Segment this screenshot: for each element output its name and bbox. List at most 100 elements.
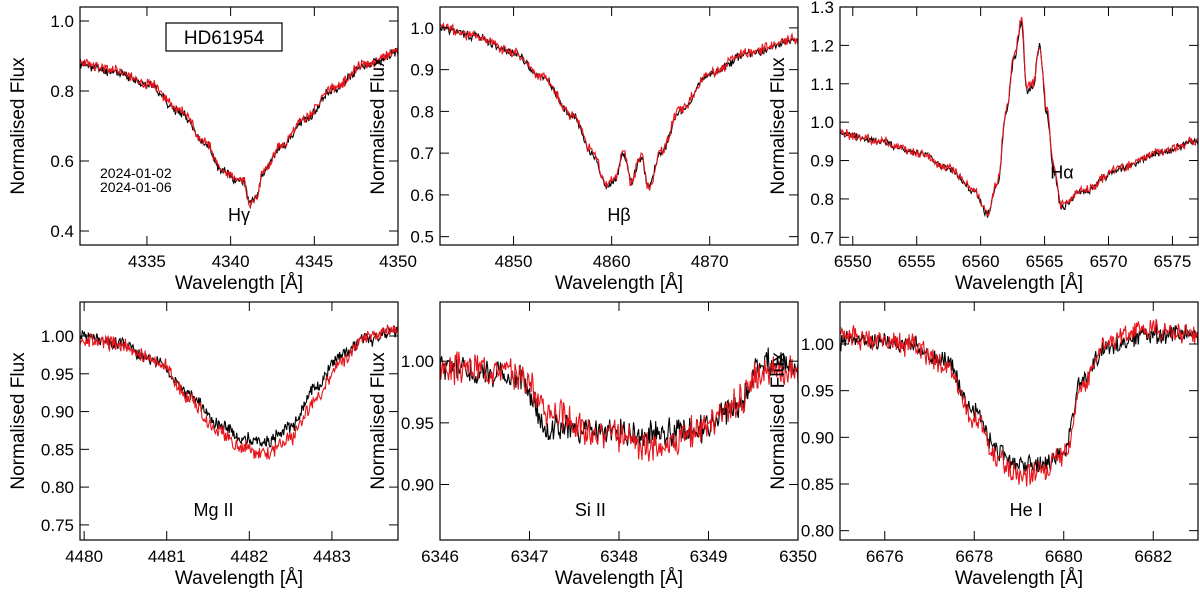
y-tick-label: 0.95 xyxy=(41,365,74,384)
x-tick-label: 4335 xyxy=(128,252,166,271)
y-tick-label: 0.80 xyxy=(801,522,834,541)
spectra xyxy=(80,323,398,460)
y-tick-label: 1.00 xyxy=(41,327,74,346)
star-label-box xyxy=(165,22,283,52)
spectrum-2024-01-06 xyxy=(80,47,398,209)
y-tick-label: 0.95 xyxy=(801,382,834,401)
spectrum-2024-01-02 xyxy=(840,324,1198,474)
x-tick-label: 6555 xyxy=(898,252,936,271)
x-axis-label: Wavelength [Å] xyxy=(175,273,303,294)
x-tick-label: 4870 xyxy=(691,252,729,271)
spectra xyxy=(840,16,1198,218)
legend-entry-second-date: 2024-01-06 xyxy=(100,179,172,195)
x-tick-label: 4850 xyxy=(495,252,533,271)
legend-entry-first-date: 2024-01-02 xyxy=(100,165,172,181)
x-tick-label: 6348 xyxy=(600,547,638,566)
y-tick-label: 0.9 xyxy=(410,61,434,80)
y-tick-label: 0.85 xyxy=(801,475,834,494)
x-tick-label: 6575 xyxy=(1154,252,1192,271)
y-tick-label: 1.0 xyxy=(810,113,834,132)
y-tick-label: 0.85 xyxy=(41,440,74,459)
y-tick-label: 1.1 xyxy=(810,75,834,94)
spectrum-2024-01-06 xyxy=(80,323,398,460)
spectrum-2024-01-06 xyxy=(440,22,798,192)
x-tick-label: 4340 xyxy=(212,252,250,271)
y-tick-label: 0.7 xyxy=(410,144,434,163)
y-axis-label: Normalised Flux xyxy=(8,352,29,490)
y-tick-label: 1.00 xyxy=(401,352,434,371)
y-axis-label: Normalised Flux xyxy=(768,57,789,195)
y-tick-label: 0.8 xyxy=(810,190,834,209)
y-tick-label: 0.5 xyxy=(410,228,434,247)
y-tick-label: 0.75 xyxy=(41,516,74,535)
plot-frame xyxy=(439,6,799,246)
x-tick-label: 6676 xyxy=(866,547,904,566)
panel-1: 4850 4860 4870 0.5 0.6 0.7 0.8 0.9 1.0 Wavelength… xyxy=(368,6,799,294)
panels-layer: 4335 4340 4345 4350 0.4 0.6 0.8 1.0 Wavelength [… xyxy=(8,0,1199,589)
y-tick-label: 0.9 xyxy=(810,152,834,171)
y-tick-label: 0.90 xyxy=(401,476,434,495)
y-tick-label: 0.90 xyxy=(801,428,834,447)
x-tick-label: 6682 xyxy=(1134,547,1172,566)
y-tick-label: 1.2 xyxy=(810,36,834,55)
x-tick-label: 4860 xyxy=(593,252,631,271)
y-axis-label: Normalised Flux xyxy=(368,352,389,490)
spectral-line-label: Hβ xyxy=(607,205,630,225)
spectra xyxy=(80,47,398,209)
x-tick-label: 6550 xyxy=(834,252,872,271)
y-tick-label: 0.6 xyxy=(50,152,74,171)
y-axis-label: Normalised Flux xyxy=(368,57,389,195)
x-axis-label: Wavelength [Å] xyxy=(175,568,303,589)
y-tick-label: 1.0 xyxy=(410,19,434,38)
y-tick-label: 0.4 xyxy=(50,222,74,241)
x-tick-label: 6346 xyxy=(421,547,459,566)
figure-annotations: HD61954 2024-01-02 2024-01-06 xyxy=(100,22,283,195)
x-tick-label: 4345 xyxy=(295,252,333,271)
spectral-line-label: Mg II xyxy=(194,500,234,520)
x-axis-label: Wavelength [Å] xyxy=(555,568,683,589)
panel-3: 4480 4481 4482 4483 0.75 0.80 0.85 0.90 0.95 1.00… xyxy=(8,301,399,589)
spectrum-2024-01-06 xyxy=(440,351,798,462)
x-axis-label: Wavelength [Å] xyxy=(555,273,683,294)
y-tick-label: 1.3 xyxy=(810,0,834,17)
plot-frame xyxy=(79,6,399,246)
y-tick-label: 0.95 xyxy=(401,414,434,433)
y-tick-label: 0.90 xyxy=(41,403,74,422)
plot-frame xyxy=(439,301,799,541)
x-tick-label: 4481 xyxy=(148,547,186,566)
x-axis-label: Wavelength [Å] xyxy=(955,273,1083,294)
x-tick-label: 6349 xyxy=(690,547,728,566)
y-tick-label: 0.8 xyxy=(410,102,434,121)
spectral-line-label: Si II xyxy=(575,500,606,520)
x-tick-label: 6350 xyxy=(779,547,817,566)
y-tick-label: 0.80 xyxy=(41,478,74,497)
spectrum-2024-01-02 xyxy=(840,18,1198,218)
y-axis-label: Normalised Flux xyxy=(8,57,29,195)
spectra xyxy=(440,347,798,462)
plot-frame xyxy=(839,6,1199,246)
y-tick-label: 0.7 xyxy=(810,228,834,247)
spectrum-2024-01-06 xyxy=(840,318,1198,487)
y-axis-label: Normalised Flux xyxy=(768,352,789,490)
x-tick-label: 4480 xyxy=(65,547,103,566)
y-tick-label: 1.0 xyxy=(50,12,74,31)
x-tick-label: 6680 xyxy=(1045,547,1083,566)
y-tick-label: 0.6 xyxy=(410,186,434,205)
panel-4: 6346 6347 6348 6349 6350 0.90 0.95 1.00 Waveleng… xyxy=(368,301,817,589)
panel-0: 4335 4340 4345 4350 0.4 0.6 0.8 1.0 Wavelength [… xyxy=(8,6,417,294)
spectra xyxy=(440,22,798,192)
spectral-line-label: He I xyxy=(1010,500,1043,520)
x-tick-label: 6560 xyxy=(962,252,1000,271)
star-label: HD61954 xyxy=(184,28,265,49)
x-tick-label: 6570 xyxy=(1090,252,1128,271)
x-tick-label: 6678 xyxy=(955,547,993,566)
spectrum-2024-01-02 xyxy=(440,347,798,448)
spectral-line-label: Hα xyxy=(1050,162,1073,182)
x-tick-label: 6565 xyxy=(1026,252,1064,271)
x-tick-label: 4350 xyxy=(379,252,417,271)
plot-frame xyxy=(839,301,1199,541)
spectrum-2024-01-02 xyxy=(80,47,398,205)
x-tick-label: 4483 xyxy=(313,547,351,566)
spectrum-2024-01-06 xyxy=(840,16,1198,217)
